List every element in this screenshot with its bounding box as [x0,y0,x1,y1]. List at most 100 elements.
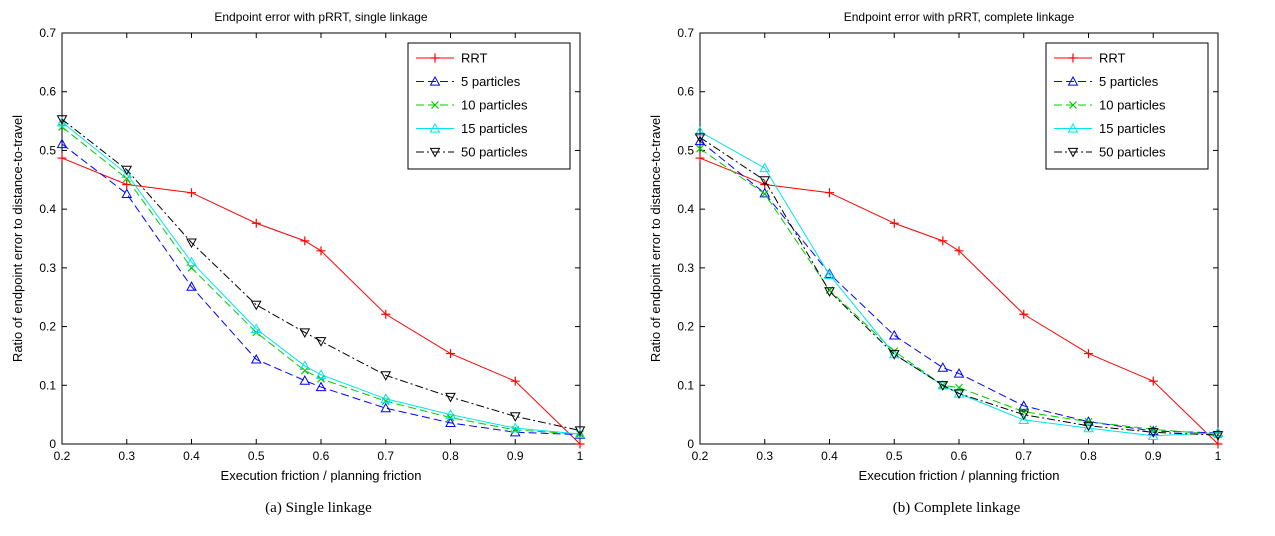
chart-single-legend-entry-10-particles: 10 particles [416,98,528,113]
chart-complete-legend-entry-10-particles: 10 particles [1054,98,1166,113]
chart-single-series-5-particles-point-2 [186,281,197,291]
chart-complete-series-rrt-point-8 [1148,376,1158,386]
chart-complete-series-rrt-point-7 [1084,349,1093,359]
chart-complete-y-tick-label-5: 0.5 [677,143,694,157]
chart-single-series-rrt-point-3 [251,218,261,228]
chart-single-x-tick-label-0: 0.2 [54,449,71,463]
chart-complete-legend-entry-15-particles-label: 15 particles [1099,121,1166,136]
chart-complete-legend-entry-5-particles-marker [1067,75,1079,86]
chart-single-y-tick-label-7: 0.7 [39,26,56,40]
chart-complete-series-50-particles-point-9 [1212,431,1224,441]
chart-complete-series-5-particles-point-4 [937,362,949,372]
chart-complete-series-5-particles-point-6 [1018,400,1030,410]
chart-single-series-rrt-point-0 [57,153,67,163]
chart-single-legend-entry-50-particles-marker [429,147,441,158]
chart-complete-series-50-particles-point-4 [937,381,949,391]
chart-single-y-tick-label-0: 0 [49,437,56,451]
chart-complete-y-tick-label-6: 0.6 [677,85,694,99]
chart-single-legend-entry-5-particles: 5 particles [416,74,521,89]
chart-single-series-rrt-point-6 [381,309,391,319]
chart-single-series-15-particles-point-0 [56,116,68,127]
chart-single-legend: RRT 5 particles 10 particles 15 particles 50… [407,42,571,170]
chart-complete-x-tick-label-0: 0.2 [692,449,709,463]
chart-complete-series-rrt [695,153,1223,449]
chart-single-series-5-particles-point-3 [250,353,262,364]
chart-single-y-tick-label-3: 0.3 [39,261,56,275]
chart-complete-legend-entry-rrt: RRT [1054,51,1126,66]
chart-single-legend-entry-5-particles-label: 5 particles [461,74,521,89]
chart-single-x-tick-label-4: 0.6 [313,449,330,463]
chart-single-series-15-particles-point-5 [315,369,327,379]
chart-panel-complete-linkage: Endpoint error with pRRT, complete linka… [638,0,1275,536]
chart-complete-legend-entry-50-particles-marker [1067,147,1079,158]
chart-complete-series-50-particles-point-2 [824,287,835,297]
chart-single-title: Endpoint error with pRRT, single linkage [214,10,428,24]
chart-complete-series-10-particles [696,144,1222,439]
chart-complete-legend-entry-rrt-marker [1068,53,1078,63]
chart-single-series-50-particles-line [61,118,581,431]
chart-single-series-10-particles-line [61,126,581,435]
chart-complete-legend-entry-10-particles-marker [1069,101,1077,109]
chart-single-x-tick-label-5: 0.7 [377,449,394,463]
chart-single-legend-entry-10-particles-label: 10 particles [461,98,528,113]
chart-complete-series-rrt-point-9 [1213,439,1223,449]
chart-single-series-15-particles-point-2 [186,256,197,267]
chart-complete-series-15-particles-point-9 [1212,427,1224,437]
chart-single-series-rrt-point-5 [316,246,326,256]
chart-single-series-5-particles-line [61,143,581,436]
chart-complete-legend-entry-rrt-label: RRT [1099,51,1126,66]
chart-complete-x-tick-label-3: 0.5 [886,449,903,463]
chart-single-series-5-particles-point-7 [445,417,456,427]
chart-single-x-tick-label-1: 0.3 [118,449,135,463]
chart-complete-series-rrt-point-0 [695,153,705,163]
chart-complete-series-15-particles-point-0 [694,126,706,136]
chart-single-legend-entry-50-particles-label: 50 particles [461,145,528,160]
chart-single-series-10-particles-point-5 [317,374,325,383]
chart-complete-y-tick-label-7: 0.7 [677,26,694,40]
chart-complete-series-50-particles-line [699,137,1219,436]
chart-single-y-tick-label-2: 0.2 [39,320,56,334]
chart-complete-series-5-particles-point-2 [824,268,835,278]
chart-complete-series-50-particles-point-7 [1083,421,1094,432]
chart-complete-series-rrt-point-5 [954,246,964,256]
chart-complete-x-tick-label-1: 0.3 [756,449,773,463]
caption-complete-linkage: (b) Complete linkage [892,500,1021,516]
chart-complete-series-15-particles-point-7 [1083,422,1094,433]
chart-single-series-rrt-line [61,157,581,445]
chart-single-series-rrt [57,153,585,449]
chart-complete-series-5-particles-point-1 [759,187,771,198]
chart-complete-series-5-particles-point-3 [888,329,900,340]
chart-complete-legend-entry-50-particles-label: 50 particles [1099,145,1166,160]
chart-complete-x-tick-label-6: 0.8 [1080,449,1097,463]
chart-complete-x-tick-label-4: 0.6 [951,449,968,463]
chart-single-series-50-particles-point-3 [250,300,262,311]
chart-single-series-5-particles-point-1 [121,188,133,198]
chart-complete-series-50-particles-point-8 [1147,428,1159,438]
chart-single-series-15-particles-point-1 [121,168,133,179]
chart-complete-legend-entry-15-particles: 15 particles [1054,121,1166,136]
chart-single-series-50-particles-point-7 [445,392,456,403]
chart-complete-x-tick-label-7: 0.9 [1145,449,1162,463]
chart-complete-series-rrt-line [699,157,1219,445]
chart-single-series-15-particles-point-6 [380,393,392,403]
chart-single-x-tick-label-3: 0.5 [248,449,265,463]
chart-complete-series-50-particles [694,133,1224,441]
chart-single-x-axis-label: Execution friction / planning friction [221,468,422,483]
chart-single-series-50-particles [56,115,586,437]
chart-single-x-tick-label-2: 0.4 [183,449,200,463]
chart-single-series-15-particles-line [61,121,581,435]
chart-complete-series-5-particles-line [699,140,1219,434]
chart-single-series-15-particles-point-7 [445,409,456,419]
chart-single-x-tick-label-7: 0.9 [507,449,524,463]
chart-single-y-axis-label: Ratio of endpoint error to distance-to-t… [10,115,25,362]
chart-single-series-50-particles-point-6 [380,371,392,381]
chart-complete-y-tick-label-3: 0.3 [677,261,694,275]
chart-complete-legend-entry-5-particles: 5 particles [1054,74,1159,89]
chart-single-x-tick-label-6: 0.8 [442,449,459,463]
chart-single-series-10-particles-point-4 [300,366,309,375]
chart-complete-series-5-particles-point-5 [953,368,965,378]
chart-single-legend-entry-10-particles-marker [431,101,439,109]
chart-complete-series-15-particles-point-8 [1147,430,1159,440]
chart-single-series-15-particles-point-3 [250,323,262,334]
chart-complete-series-50-particles-point-0 [694,133,706,144]
